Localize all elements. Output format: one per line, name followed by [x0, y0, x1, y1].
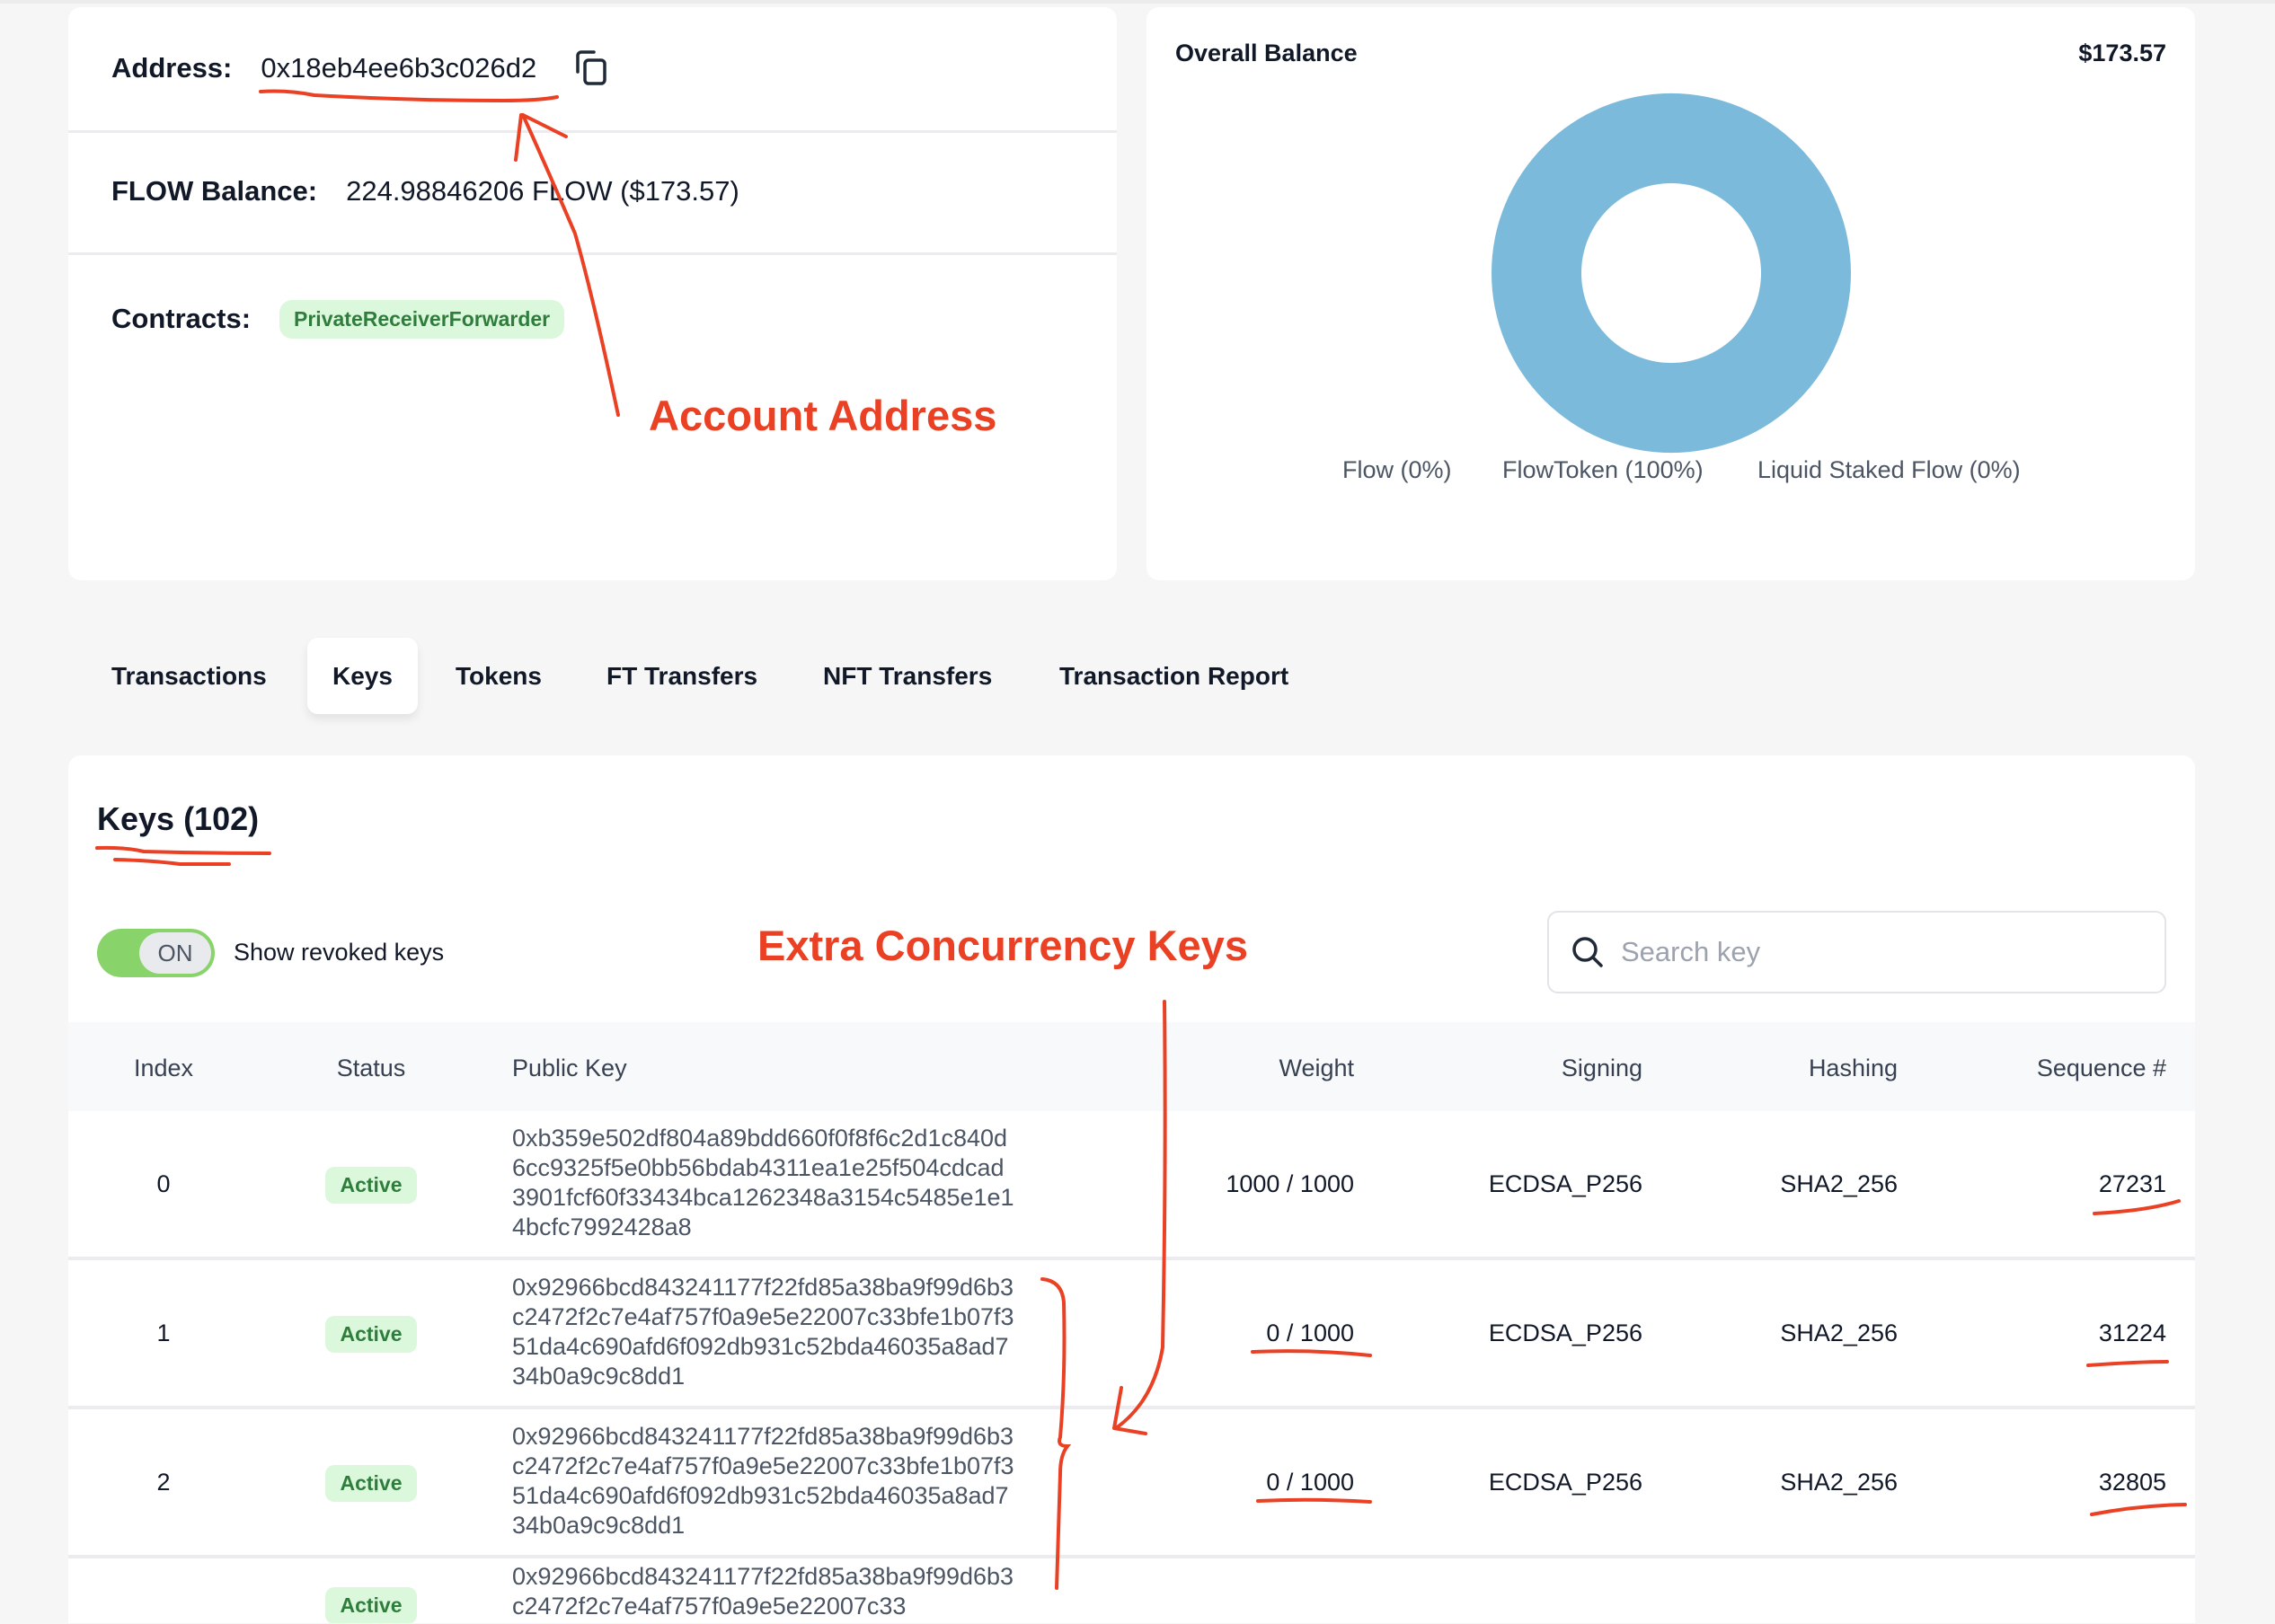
status-badge: Active: [325, 1167, 417, 1204]
keys-card: Keys (102) ON Show revoked keys Index St…: [68, 755, 2195, 1623]
tab-tokens[interactable]: Tokens: [456, 661, 542, 690]
divider: [68, 130, 1117, 133]
key-hashing: SHA2_256: [1780, 1469, 1898, 1496]
column-header-public-key[interactable]: Public Key: [512, 1055, 627, 1081]
address-value[interactable]: 0x18eb4ee6b3c026d2: [261, 52, 537, 84]
status-badge: Active: [325, 1316, 417, 1353]
contracts-row: Contracts: PrivateReceiverForwarder: [68, 292, 1117, 346]
table-row: 1 Active 0x92966bcd843241177f22fd85a38ba…: [68, 1260, 2195, 1409]
key-signing: ECDSA_P256: [1488, 1170, 1642, 1197]
tab-ft-transfers[interactable]: FT Transfers: [606, 661, 758, 690]
column-header-hashing[interactable]: Hashing: [1808, 1055, 1898, 1081]
status-cell: Active: [308, 1167, 434, 1204]
account-info-card: Address: 0x18eb4ee6b3c026d2 FLOW Balance…: [68, 7, 1117, 580]
column-header-sequence[interactable]: Sequence #: [2036, 1055, 2166, 1081]
flow-balance-label: FLOW Balance:: [111, 175, 318, 207]
address-row: Address: 0x18eb4ee6b3c026d2: [68, 41, 1117, 95]
key-sequence: 27231: [2098, 1170, 2166, 1197]
status-cell: Active: [308, 1316, 434, 1353]
show-revoked-toggle[interactable]: ON: [97, 929, 215, 977]
overall-balance-total: $173.57: [2078, 40, 2166, 66]
public-key: 0x92966bcd843241177f22fd85a38ba9f99d6b3c…: [512, 1274, 1014, 1390]
status-cell: Active: [308, 1587, 434, 1623]
status-badge: Active: [325, 1465, 417, 1502]
tab-transaction-report[interactable]: Transaction Report: [1059, 661, 1289, 690]
key-signing: ECDSA_P256: [1488, 1469, 1642, 1496]
tab-nft-transfers[interactable]: NFT Transfers: [823, 661, 993, 690]
key-index: 1: [156, 1320, 171, 1346]
overall-balance-title: Overall Balance: [1175, 40, 1358, 66]
toggle-knob: ON: [139, 932, 211, 974]
balance-donut-chart: [1492, 93, 1851, 454]
key-index: 0: [156, 1170, 171, 1197]
legend-item-liquid-staked-flow[interactable]: Liquid Staked Flow (0%): [1757, 456, 2021, 483]
column-header-index[interactable]: Index: [133, 1055, 194, 1081]
key-sequence: 32805: [2098, 1469, 2166, 1496]
search-key-input[interactable]: [1621, 936, 2124, 968]
annotation-extra-concurrency-keys: Extra Concurrency Keys: [757, 922, 1248, 969]
tab-transactions[interactable]: Transactions: [111, 661, 267, 690]
contract-badge[interactable]: PrivateReceiverForwarder: [279, 299, 565, 339]
flow-balance-row: FLOW Balance: 224.98846206 FLOW ($173.57…: [68, 164, 1117, 218]
table-row: 0 Active 0xb359e502df804a89bdd660f0f8f6c…: [68, 1111, 2195, 1260]
status-cell: Active: [308, 1465, 434, 1502]
column-header-weight[interactable]: Weight: [1279, 1055, 1354, 1081]
key-weight: 0 / 1000: [1266, 1320, 1354, 1346]
address-label: Address:: [111, 52, 233, 84]
search-icon: [1572, 937, 1603, 967]
table-row: Active 0x92966bcd843241177f22fd85a38ba9f…: [68, 1558, 2195, 1623]
keys-table-header: Index Status Public Key Weight Signing H…: [68, 1022, 2195, 1111]
copy-icon[interactable]: [574, 50, 608, 86]
legend-item-flow[interactable]: Flow (0%): [1342, 456, 1452, 483]
keys-title: Keys (102): [97, 800, 260, 837]
overall-balance-card: Overall Balance $173.57 Flow (0%) FlowTo…: [1146, 7, 2195, 580]
key-weight: 1000 / 1000: [1226, 1170, 1354, 1197]
key-hashing: SHA2_256: [1780, 1170, 1898, 1197]
tab-keys[interactable]: Keys: [307, 638, 418, 714]
top-border: [0, 0, 2275, 4]
public-key: 0xb359e502df804a89bdd660f0f8f6c2d1c840d6…: [512, 1125, 1014, 1240]
key-signing: ECDSA_P256: [1488, 1320, 1642, 1346]
column-header-signing[interactable]: Signing: [1561, 1055, 1642, 1081]
key-hashing: SHA2_256: [1780, 1320, 1898, 1346]
divider: [68, 252, 1117, 255]
donut-slice-flowtoken[interactable]: [1492, 93, 1851, 454]
key-sequence: 31224: [2098, 1320, 2166, 1346]
status-badge: Active: [325, 1587, 417, 1623]
legend-item-flowtoken[interactable]: FlowToken (100%): [1502, 456, 1704, 483]
public-key: 0x92966bcd843241177f22fd85a38ba9f99d6b3c…: [512, 1423, 1014, 1539]
contracts-label: Contracts:: [111, 303, 252, 334]
search-key-box[interactable]: [1547, 911, 2166, 993]
key-weight: 0 / 1000: [1266, 1469, 1354, 1496]
annotation-account-address: Account Address: [649, 392, 997, 439]
flow-balance-value: 224.98846206 FLOW ($173.57): [346, 175, 739, 207]
show-revoked-label: Show revoked keys: [234, 939, 445, 966]
public-key: 0x92966bcd843241177f22fd85a38ba9f99d6b3c…: [512, 1563, 1014, 1620]
key-index: 2: [156, 1469, 171, 1496]
table-row: 2 Active 0x92966bcd843241177f22fd85a38ba…: [68, 1409, 2195, 1558]
column-header-status[interactable]: Status: [336, 1055, 406, 1081]
